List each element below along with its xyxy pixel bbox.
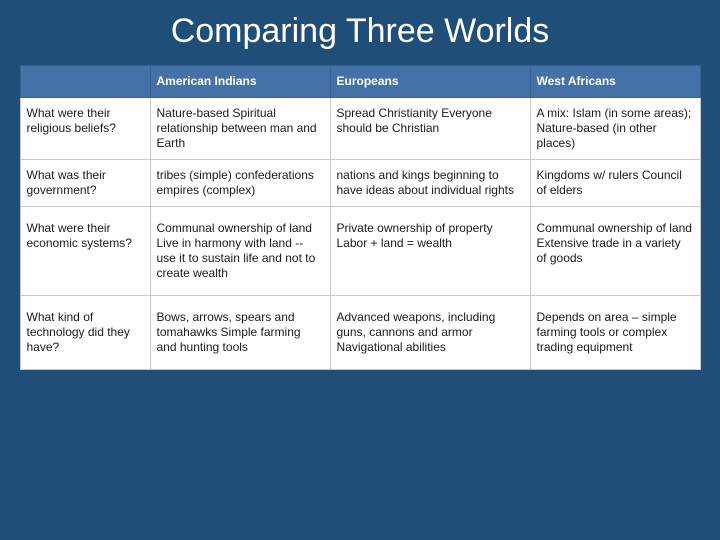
- table-cell: Depends on area – simple farming tools o…: [530, 296, 700, 370]
- row-label: What kind of technology did they have?: [20, 296, 150, 370]
- table-row: What kind of technology did they have? B…: [20, 296, 700, 370]
- table-cell: Kingdoms w/ rulers Council of elders: [530, 160, 700, 207]
- table-cell: Communal ownership of land Extensive tra…: [530, 207, 700, 296]
- table-corner: [20, 66, 150, 98]
- table-cell: A mix: Islam (in some areas); Nature-bas…: [530, 98, 700, 160]
- col-header: Europeans: [330, 66, 530, 98]
- col-header: American Indians: [150, 66, 330, 98]
- comparison-table: American Indians Europeans West Africans…: [20, 65, 701, 370]
- table-header-row: American Indians Europeans West Africans: [20, 66, 700, 98]
- table-cell: Nature-based Spiritual relationship betw…: [150, 98, 330, 160]
- table-cell: Advanced weapons, including guns, cannon…: [330, 296, 530, 370]
- table-row: What was their government? tribes (simpl…: [20, 160, 700, 207]
- table-cell: Private ownership of property Labor + la…: [330, 207, 530, 296]
- row-label: What was their government?: [20, 160, 150, 207]
- table-cell: Communal ownership of land Live in harmo…: [150, 207, 330, 296]
- table-cell: nations and kings beginning to have idea…: [330, 160, 530, 207]
- page-title: Comparing Three Worlds: [0, 0, 720, 65]
- table-cell: Bows, arrows, spears and tomahawks Simpl…: [150, 296, 330, 370]
- table-row: What were their economic systems? Commun…: [20, 207, 700, 296]
- col-header: West Africans: [530, 66, 700, 98]
- row-label: What were their economic systems?: [20, 207, 150, 296]
- table-cell: Spread Christianity Everyone should be C…: [330, 98, 530, 160]
- table-row: What were their religious beliefs? Natur…: [20, 98, 700, 160]
- row-label: What were their religious beliefs?: [20, 98, 150, 160]
- table-cell: tribes (simple) confederations empires (…: [150, 160, 330, 207]
